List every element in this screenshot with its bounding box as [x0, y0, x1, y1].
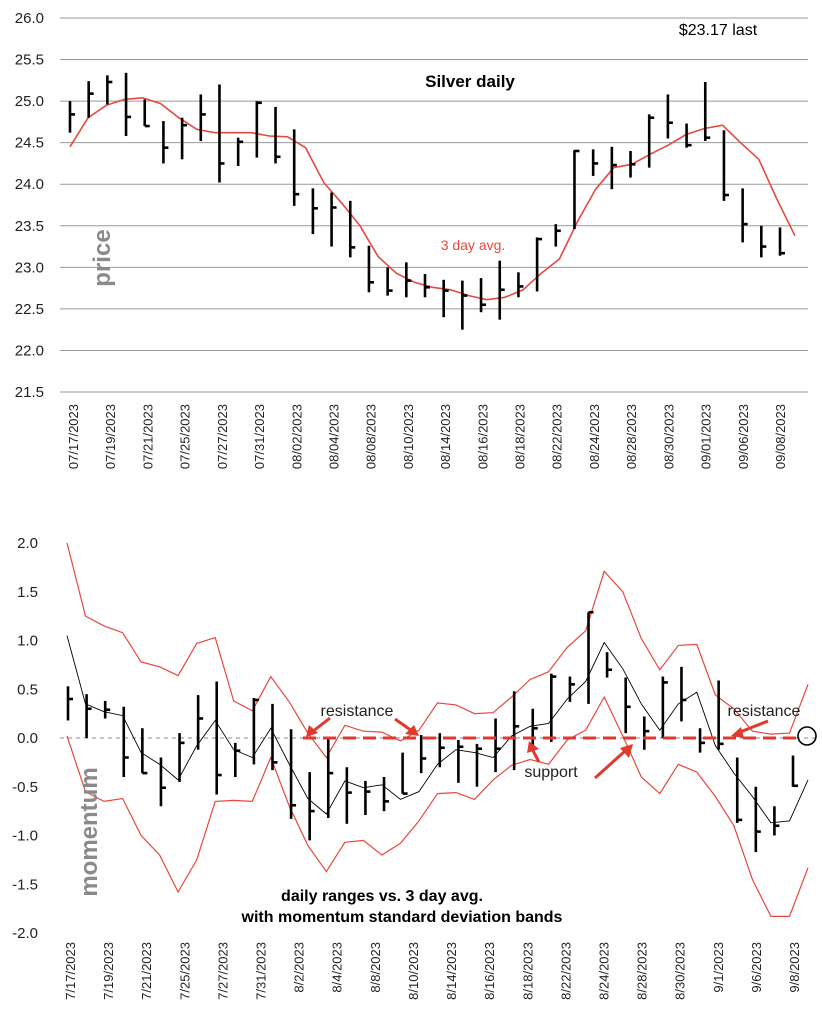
price-x-tick: 07/21/2023: [140, 404, 155, 469]
resistance-label: resistance: [321, 703, 394, 720]
momentum-x-tick: 7/21/2023: [139, 942, 154, 1000]
momentum-x-tick: 9/6/2023: [749, 942, 764, 993]
momentum-x-tick: 8/10/2023: [406, 942, 421, 1000]
price-x-tick: 07/27/2023: [215, 404, 230, 469]
momentum-y-tick: -1.5: [12, 876, 38, 893]
price-panel: 26.0 25.5 25.0 24.5 24.0 23.5 23.0 22.5 22.0 21.5…: [15, 10, 808, 469]
price-x-tick: 09/08/2023: [773, 404, 788, 469]
momentum-x-tick: 8/22/2023: [558, 942, 573, 1000]
price-y-tick: 24.5: [15, 135, 44, 152]
momentum-x-tick-labels: 7/17/2023 7/19/2023 7/21/2023 7/25/2023 7/27…: [63, 942, 802, 1000]
momentum-x-tick: 9/1/2023: [711, 942, 726, 993]
price-x-tick: 08/14/2023: [438, 404, 453, 469]
price-x-tick: 08/10/2023: [401, 404, 416, 469]
price-y-tick: 21.5: [15, 384, 44, 401]
upper-std-band: [66, 542, 809, 759]
price-y-tick: 22.0: [15, 342, 44, 359]
price-x-tick-labels: 07/17/2023 07/19/2023 07/21/2023 07/25/2023…: [66, 404, 788, 469]
price-x-tick: 08/22/2023: [550, 404, 565, 469]
price-x-tick: 08/16/2023: [475, 404, 490, 469]
annotation-arrows: [306, 716, 769, 780]
price-x-tick: 08/24/2023: [587, 404, 602, 469]
momentum-y-tick: 2.0: [17, 535, 38, 552]
momentum-x-tick: 8/16/2023: [482, 942, 497, 1000]
avg-line-label: 3 day avg.: [441, 237, 506, 253]
momentum-line: [66, 635, 809, 824]
momentum-x-tick: 7/19/2023: [101, 942, 116, 1000]
price-x-tick: 09/01/2023: [699, 404, 714, 469]
price-x-tick: 08/28/2023: [624, 404, 639, 469]
price-chart-title: Silver daily: [425, 72, 515, 91]
price-x-tick: 09/06/2023: [736, 404, 751, 469]
momentum-y-tick: 0.0: [17, 730, 38, 747]
price-y-tick-labels: 26.0 25.5 25.0 24.5 24.0 23.5 23.0 22.5 22.0 21.5: [15, 10, 44, 401]
price-range-bars: [68, 72, 785, 330]
price-3day-avg-line: [69, 96, 796, 301]
momentum-y-axis-label: momentum: [76, 767, 103, 896]
price-y-axis-label: price: [89, 229, 116, 286]
momentum-x-tick: 8/30/2023: [673, 942, 688, 1000]
current-level-circle: [797, 726, 817, 746]
price-y-tick: 23.5: [15, 218, 44, 235]
momentum-x-tick: 7/17/2023: [63, 942, 78, 1000]
support-label: support: [524, 764, 578, 781]
momentum-x-tick: 8/24/2023: [597, 942, 612, 1000]
momentum-x-tick: 8/18/2023: [520, 942, 535, 1000]
momentum-x-tick: 7/31/2023: [254, 942, 269, 1000]
momentum-x-tick: 8/14/2023: [444, 942, 459, 1000]
price-x-tick: 07/17/2023: [66, 404, 81, 469]
momentum-panel: 2.0 1.5 1.0 0.5 0.0 -0.5 -1.0 -1.5 -2.0 7/17/202…: [12, 535, 820, 1000]
momentum-caption-line2: with momentum standard deviation bands: [241, 909, 563, 926]
momentum-caption-line1: daily ranges vs. 3 day avg.: [281, 888, 483, 905]
momentum-y-tick: -2.0: [12, 925, 38, 942]
price-x-tick: 08/04/2023: [327, 404, 342, 469]
momentum-y-tick: 0.5: [17, 681, 38, 698]
price-y-tick: 23.0: [15, 259, 44, 276]
price-x-tick: 08/08/2023: [364, 404, 379, 469]
momentum-y-tick: 1.0: [17, 633, 38, 650]
price-gridlines: [60, 17, 808, 393]
resistance-arrow-mid-head: [405, 725, 419, 736]
momentum-x-tick: 8/8/2023: [368, 942, 383, 993]
momentum-y-tick: -0.5: [12, 779, 38, 796]
momentum-x-tick: 8/28/2023: [635, 942, 650, 1000]
support-arrow-left-head: [527, 741, 539, 753]
momentum-y-tick: 1.5: [17, 584, 38, 601]
momentum-y-tick-labels: 2.0 1.5 1.0 0.5 0.0 -0.5 -1.0 -1.5 -2.0: [12, 535, 38, 942]
momentum-x-tick: 7/27/2023: [215, 942, 230, 1000]
price-x-tick: 07/25/2023: [178, 404, 193, 469]
price-y-tick: 26.0: [15, 10, 44, 27]
momentum-x-tick: 9/8/2023: [787, 942, 802, 993]
momentum-x-tick: 8/2/2023: [292, 942, 307, 993]
momentum-range-bars: [66, 610, 798, 853]
resistance-arrow-mid: [394, 717, 413, 733]
resistance-label-right: resistance: [728, 703, 801, 720]
momentum-y-tick: -1.0: [12, 828, 38, 845]
lower-std-band: [66, 695, 809, 917]
price-x-tick: 08/30/2023: [661, 404, 676, 469]
support-arrow-right: [593, 749, 627, 780]
price-y-tick: 24.0: [15, 176, 44, 193]
resistance-arrow-left-head: [306, 725, 318, 737]
price-y-tick: 25.5: [15, 52, 44, 69]
price-y-tick: 22.5: [15, 301, 44, 318]
support-arrow-right-head: [620, 744, 633, 758]
resistance-arrow-left: [311, 716, 331, 734]
momentum-x-tick: 8/4/2023: [330, 942, 345, 993]
support-arrow-left: [530, 748, 541, 763]
price-x-tick: 08/18/2023: [513, 404, 528, 469]
price-y-tick: 25.0: [15, 93, 44, 110]
price-x-tick: 07/19/2023: [103, 404, 118, 469]
last-price-label: $23.17 last: [679, 22, 758, 39]
price-x-tick: 08/02/2023: [289, 404, 304, 469]
momentum-x-tick: 7/25/2023: [177, 942, 192, 1000]
resistance-arrow-right: [739, 719, 769, 734]
price-x-tick: 07/31/2023: [252, 404, 267, 469]
resistance-arrow-right-head: [731, 727, 744, 738]
